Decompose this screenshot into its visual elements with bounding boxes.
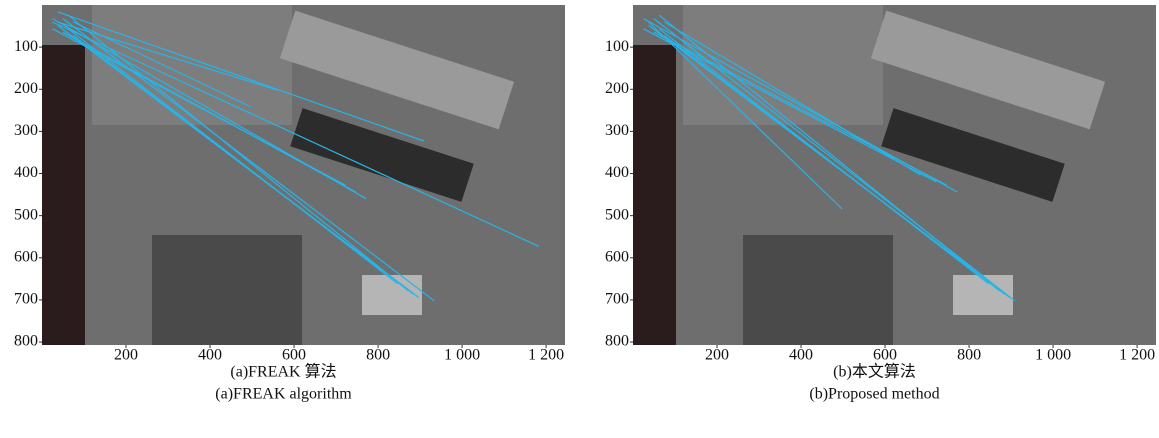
y-tick-label: 200: [605, 80, 629, 97]
y-tick-label: 200: [14, 80, 38, 97]
y-tick-label: 100: [14, 38, 38, 55]
y-tick-label: 700: [14, 291, 38, 308]
figure: 100 200 300 400 500 600 700 800 200 400 600 800 1 00…: [0, 0, 1159, 438]
y-tick-label: 800: [605, 333, 629, 350]
x-tick-label: 1 200: [1119, 347, 1155, 364]
y-tick-label: 700: [605, 291, 629, 308]
caption-en: (a)FREAK algorithm: [215, 386, 352, 403]
caption: (a)FREAK 算法: [230, 362, 336, 381]
hangar: [953, 275, 1013, 315]
x-tick-label: 400: [789, 347, 813, 364]
y-tick-label: 600: [14, 248, 38, 265]
x-tick-label: 1 000: [1035, 347, 1071, 364]
image-panel: [42, 5, 565, 345]
black-strip: [42, 45, 85, 345]
y-tick-label: 300: [605, 122, 629, 139]
x-tick-label: 200: [114, 347, 138, 364]
black-strip: [633, 45, 676, 345]
x-tick-label: 1 000: [444, 347, 480, 364]
y-tick-label: 500: [14, 206, 38, 223]
y-tick-label: 500: [605, 206, 629, 223]
buildings: [152, 235, 302, 345]
x-tick-label: 800: [366, 347, 390, 364]
x-tick-label: 200: [705, 347, 729, 364]
caption-en: (b)Proposed method: [809, 386, 939, 403]
hangar: [362, 275, 422, 315]
y-tick-label: 600: [605, 248, 629, 265]
page: 100 200 300 400 500 600 700 800 200 400 600 800 1 00…: [0, 0, 1159, 438]
x-tick-label: 800: [957, 347, 981, 364]
y-tick-label: 100: [605, 38, 629, 55]
x-tick-label: 400: [198, 347, 222, 364]
y-tick-label: 400: [605, 164, 629, 181]
caption: (b)本文算法: [833, 362, 916, 381]
buildings: [743, 235, 893, 345]
x-tick-label: 1 200: [528, 347, 564, 364]
y-tick-label: 300: [14, 122, 38, 139]
image-panel: [633, 5, 1156, 345]
x-tick-label: 600: [282, 347, 306, 364]
y-tick-label: 400: [14, 164, 38, 181]
y-tick-label: 800: [14, 333, 38, 350]
x-tick-label: 600: [873, 347, 897, 364]
